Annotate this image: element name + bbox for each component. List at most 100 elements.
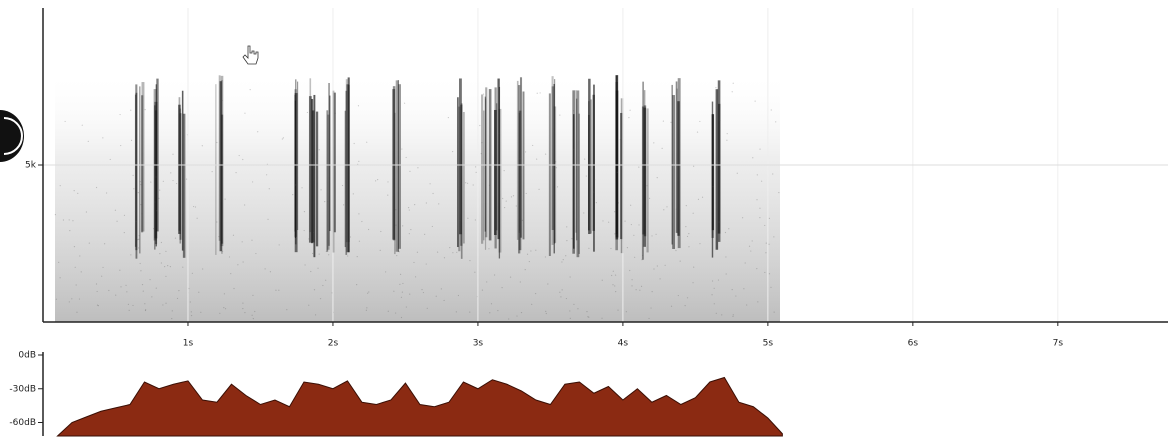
noise-speck [137,192,139,194]
noise-speck [424,233,426,235]
noise-speck [469,311,471,313]
noise-speck [119,269,121,271]
play-button-ring [3,117,23,155]
noise-speck [469,260,471,262]
noise-speck [651,235,653,237]
noise-speck [278,289,280,291]
noise-speck [134,210,137,213]
noise-speck [59,277,61,279]
noise-speck [417,167,419,169]
noise-speck [73,246,76,248]
noise-speck [488,184,491,186]
noise-speck [457,294,460,297]
call-streak [135,84,138,251]
noise-speck [512,195,515,197]
noise-speck [675,208,677,210]
noise-speck [178,290,180,292]
noise-speck [474,271,476,273]
noise-speck [242,302,244,304]
noise-speck [759,216,761,219]
noise-speck [617,309,619,311]
noise-speck [573,148,575,150]
noise-speck [319,298,322,300]
call-streak [575,90,577,233]
noise-speck [266,174,268,176]
noise-speck [108,289,110,292]
noise-speck [87,140,89,142]
noise-speck [725,273,727,275]
noise-speck [377,179,379,181]
noise-speck [475,166,477,168]
noise-speck [192,205,195,208]
call-streak [398,84,401,249]
noise-speck [167,265,169,267]
noise-speck [646,185,648,187]
call-streak [215,84,217,255]
noise-speck [71,298,73,300]
noise-speck [137,239,139,241]
noise-speck [449,247,451,249]
noise-speck [281,138,283,140]
x-tick-label: 1s [183,339,194,349]
noise-speck [123,231,125,234]
call-streak [615,75,619,240]
noise-speck [367,292,369,294]
noise-speck [347,255,349,257]
noise-speck [156,210,158,212]
call-streak [485,87,488,238]
noise-speck [525,192,527,195]
noise-speck [313,289,316,291]
noise-speck [385,271,387,273]
noise-speck [387,194,389,196]
noise-speck [400,296,403,298]
call-streak [715,89,719,250]
call-streak [182,113,186,258]
noise-speck [756,174,758,176]
noise-speck [201,145,203,147]
noise-speck [182,266,184,268]
call-streak [154,110,158,245]
noise-speck [770,109,772,111]
call-streak [576,98,578,241]
noise-speck [218,235,220,238]
noise-speck [216,141,218,144]
call-streak [551,86,555,231]
call-streak [588,114,590,231]
call-streak [181,90,184,251]
noise-speck [614,233,616,235]
call-streak [482,110,485,241]
call-streak [498,86,501,259]
noise-speck [196,217,198,219]
noise-speck [614,274,617,276]
noise-speck [191,272,193,274]
noise-speck [403,102,406,104]
noise-speck [314,314,317,316]
call-streak [620,98,624,254]
call-streak [294,100,297,239]
noise-speck [358,240,361,242]
noise-speck [278,244,280,246]
noise-speck [241,241,243,243]
noise-speck [223,307,225,309]
noise-speck [294,184,297,186]
noise-speck [759,207,761,209]
noise-speck [750,250,752,252]
play-button[interactable] [0,110,24,162]
noise-speck [536,158,538,160]
noise-speck [269,271,272,273]
noise-speck [713,303,715,305]
noise-speck [516,315,518,317]
call-streak [518,85,521,254]
noise-speck [115,294,117,296]
call-streak [462,111,465,244]
noise-speck [638,224,640,226]
noise-speck [518,230,520,233]
noise-speck [413,261,415,264]
call-streak [495,103,498,231]
noise-speck [405,156,407,159]
noise-speck [222,250,224,252]
noise-speck [202,268,204,270]
noise-speck [408,209,410,211]
noise-speck [670,305,673,307]
noise-speck [224,308,227,310]
